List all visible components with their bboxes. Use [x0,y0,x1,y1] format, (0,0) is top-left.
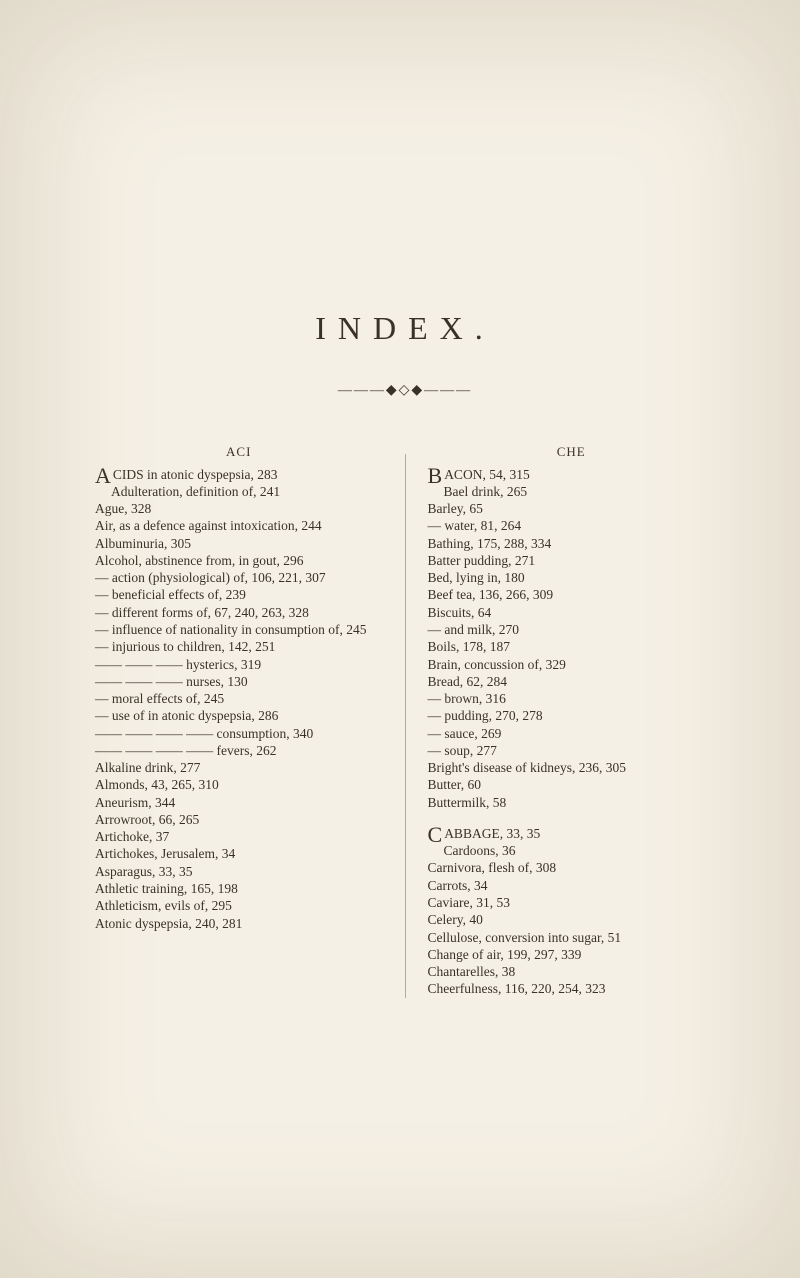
index-entry: — moral effects of, 245 [95,690,383,707]
index-entry: —— —— —— nurses, 130 [95,673,383,690]
index-entry: Butter, 60 [428,776,716,793]
index-entry: Ague, 328 [95,500,383,517]
index-entry: Almonds, 43, 265, 310 [95,776,383,793]
index-entry: Alkaline drink, 277 [95,759,383,776]
index-entry: Aneurism, 344 [95,794,383,811]
index-entry: Athletic training, 165, 198 [95,880,383,897]
right-column-header: CHE [428,444,716,461]
index-columns: ACI ACIDS in atonic dyspepsia, 283 Adult… [95,444,715,998]
entry-text: Bael drink, 265 [428,483,716,500]
index-entry: Change of air, 199, 297, 339 [428,946,716,963]
index-entry: Bathing, 175, 288, 334 [428,535,716,552]
index-entry: Bed, lying in, 180 [428,569,716,586]
index-entry: Arrowroot, 66, 265 [95,811,383,828]
index-entry: Celery, 40 [428,911,716,928]
index-entry: — influence of nationality in consumptio… [95,621,383,638]
index-entry: Chantarelles, 38 [428,963,716,980]
index-entry: Atonic dyspepsia, 240, 281 [95,915,383,932]
index-entry: Brain, concussion of, 329 [428,656,716,673]
dropcap-letter: B [428,467,443,486]
entry-text: ACON, 54, 315 [444,467,530,482]
index-entry: Alcohol, abstinence from, in gout, 296 [95,552,383,569]
index-entry: ACIDS in atonic dyspepsia, 283 Adulterat… [95,466,383,501]
index-entry: BACON, 54, 315 Bael drink, 265 [428,466,716,501]
index-entry: Bright's disease of kidneys, 236, 305 [428,759,716,776]
index-entry: — beneficial effects of, 239 [95,586,383,603]
index-entry: — brown, 316 [428,690,716,707]
left-column-header: ACI [95,444,383,461]
entry-text: CIDS in atonic dyspepsia, 283 [113,467,278,482]
index-entry: —— —— —— —— fevers, 262 [95,742,383,759]
index-entry: Cellulose, conversion into sugar, 51 [428,929,716,946]
index-entry: Carnivora, flesh of, 308 [428,859,716,876]
index-entry: — action (physiological) of, 106, 221, 3… [95,569,383,586]
right-column: CHE BACON, 54, 315 Bael drink, 265 Barle… [428,444,716,998]
left-column: ACI ACIDS in atonic dyspepsia, 283 Adult… [95,444,383,998]
entry-text: Cardoons, 36 [428,842,716,859]
index-entry: Cheerfulness, 116, 220, 254, 323 [428,980,716,997]
index-entry: — injurious to children, 142, 251 [95,638,383,655]
index-entry: Biscuits, 64 [428,604,716,621]
index-entry: Athleticism, evils of, 295 [95,897,383,914]
index-entry: Albuminuria, 305 [95,535,383,552]
index-entry: — pudding, 270, 278 [428,707,716,724]
index-entry: — and milk, 270 [428,621,716,638]
index-entry: —— —— —— —— consumption, 340 [95,725,383,742]
index-entry: — sauce, 269 [428,725,716,742]
dropcap-letter: C [428,826,443,845]
index-entry: Beef tea, 136, 266, 309 [428,586,716,603]
index-entry: Air, as a defence against intoxication, … [95,517,383,534]
index-page: INDEX. ———◆◇◆——— ACI ACIDS in atonic dys… [0,0,800,1278]
index-entry: Batter pudding, 271 [428,552,716,569]
entry-text: Adulteration, definition of, 241 [95,483,383,500]
index-entry: CABBAGE, 33, 35 Cardoons, 36 [428,825,716,860]
index-entry: Buttermilk, 58 [428,794,716,811]
dropcap-letter: A [95,467,111,486]
page-title: INDEX. [95,310,715,347]
index-entry: Caviare, 31, 53 [428,894,716,911]
index-entry: —— —— —— hysterics, 319 [95,656,383,673]
index-entry: — soup, 277 [428,742,716,759]
index-entry: — use of in atonic dyspepsia, 286 [95,707,383,724]
column-divider-line [405,454,406,998]
index-entry: Artichoke, 37 [95,828,383,845]
index-entry: Artichokes, Jerusalem, 34 [95,845,383,862]
index-entry: Asparagus, 33, 35 [95,863,383,880]
index-entry: Boils, 178, 187 [428,638,716,655]
section-gap [428,811,716,825]
index-entry: — water, 81, 264 [428,517,716,534]
index-entry: — different forms of, 67, 240, 263, 328 [95,604,383,621]
index-entry: Bread, 62, 284 [428,673,716,690]
ornamental-divider: ———◆◇◆——— [95,382,715,399]
index-entry: Carrots, 34 [428,877,716,894]
entry-text: ABBAGE, 33, 35 [444,826,540,841]
index-entry: Barley, 65 [428,500,716,517]
